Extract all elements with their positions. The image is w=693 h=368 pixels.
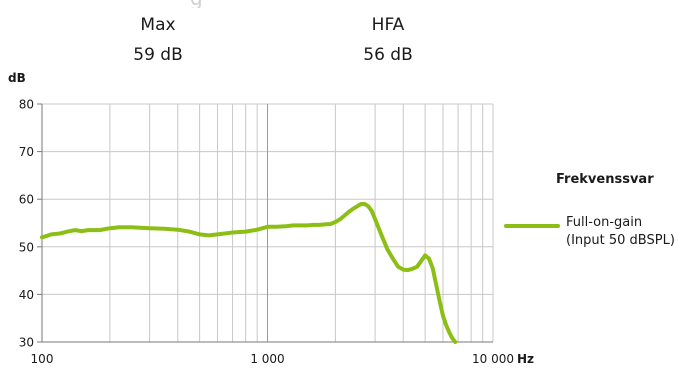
y-tick-label: 30 (19, 336, 34, 350)
y-tick-label: 40 (19, 288, 34, 302)
grid (42, 103, 494, 342)
series-layer (40, 202, 458, 344)
y-tick-label: 80 (19, 98, 34, 112)
x-tick-label: 100 (31, 352, 54, 366)
stat-hfa: HFA 56 dB (328, 14, 448, 66)
series-line-full-on-gain (40, 202, 458, 344)
y-tick-label: 60 (19, 193, 34, 207)
x-axis-unit: Hz (517, 352, 534, 366)
y-tick-label: 70 (19, 145, 34, 159)
legend-title: Frekvenssvar (556, 172, 654, 187)
stat-max: Max 59 dB (98, 14, 218, 66)
legend-label: Full-on-gain (Input 50 dBSPL) (566, 214, 675, 250)
x-tick-label: 10 000 (472, 352, 514, 366)
legend-label-line2: (Input 50 dBSPL) (566, 233, 675, 248)
y-tick-label: 50 (19, 240, 34, 254)
y-axis-unit: dB (8, 71, 26, 85)
stat-hfa-value: 56 dB (363, 45, 413, 65)
x-tick-label: 1 000 (250, 352, 284, 366)
stat-max-label: Max (140, 15, 176, 35)
legend-label-line1: Full-on-gain (566, 215, 643, 230)
legend-swatch (504, 224, 560, 228)
clipped-header-text: g (190, 0, 280, 8)
stat-max-value: 59 dB (133, 45, 183, 65)
stat-hfa-label: HFA (371, 15, 405, 35)
tick-labels: 30 40 50 60 70 80 100 1 000 10 000 dB Hz (8, 71, 534, 366)
axes (37, 103, 493, 343)
